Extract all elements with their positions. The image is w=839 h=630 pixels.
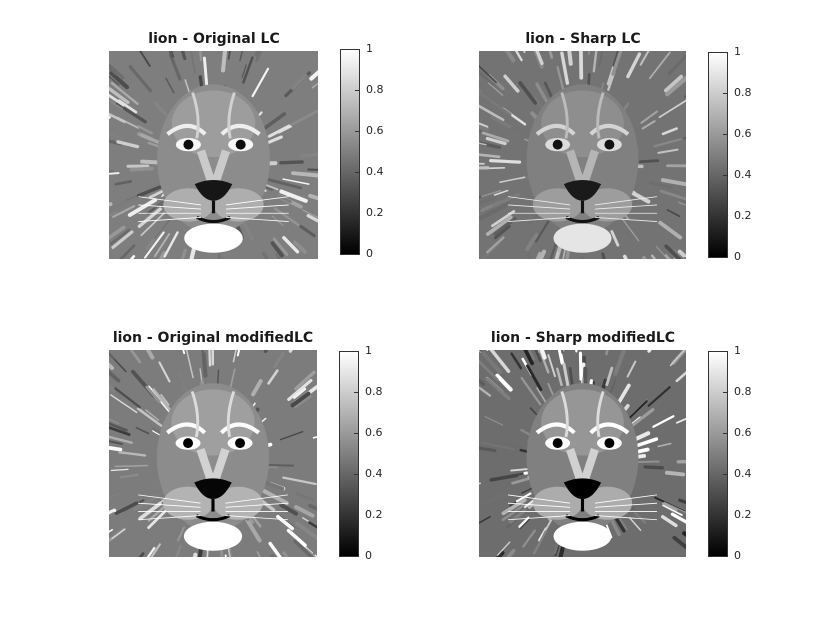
colorbar-tick-label: 0.4 <box>365 467 383 480</box>
colorbar-tick <box>723 93 727 94</box>
lion-image-original-modified-lc <box>109 350 317 557</box>
colorbar-tick <box>354 556 358 557</box>
colorbar-tick-label: 1 <box>365 344 372 357</box>
lion-image-sharp-modified-lc <box>479 350 686 557</box>
colorbar-tick-label: 0.2 <box>734 508 752 521</box>
colorbar-tick <box>354 515 358 516</box>
colorbar-tick <box>723 52 727 53</box>
colorbar-tick <box>723 515 727 516</box>
colorbar-tick <box>354 433 358 434</box>
lion-image-sharp-lc <box>479 51 686 259</box>
colorbar-tick-label: 1 <box>734 45 741 58</box>
colorbar-tick-label: 0.6 <box>366 124 384 137</box>
colorbar-tick <box>723 216 727 217</box>
colorbar-tick-label: 0.6 <box>365 426 383 439</box>
colorbar-tick <box>355 49 359 50</box>
colorbar-tick <box>354 351 358 352</box>
colorbar-tick <box>723 175 727 176</box>
lion-face-image <box>109 51 318 259</box>
colorbar-tick-label: 0 <box>734 250 741 263</box>
colorbar-tick-label: 1 <box>734 344 741 357</box>
colorbar-tick-label: 0.4 <box>366 165 384 178</box>
colorbar-tick <box>723 257 727 258</box>
lion-face-image <box>479 51 686 259</box>
colorbar-tick <box>354 392 358 393</box>
colorbar-tick-label: 0.2 <box>734 209 752 222</box>
lion-image-original-lc <box>109 51 318 259</box>
colorbar-tick <box>723 433 727 434</box>
colorbar-tick <box>723 134 727 135</box>
lion-face-image <box>479 350 686 557</box>
colorbar-original-modified-lc <box>339 351 359 557</box>
colorbar-sharp-lc <box>708 52 728 258</box>
panel-title-sharp-lc: lion - Sharp LC <box>525 31 641 47</box>
colorbar-tick-label: 0.6 <box>734 127 752 140</box>
panel-title-original-lc: lion - Original LC <box>148 31 280 47</box>
colorbar-tick <box>723 474 727 475</box>
colorbar-tick-label: 0.2 <box>365 508 383 521</box>
colorbar-tick <box>723 392 727 393</box>
colorbar-sharp-modified-lc <box>708 351 728 557</box>
lion-face-image <box>109 350 317 557</box>
colorbar-tick-label: 1 <box>366 42 373 55</box>
colorbar-tick <box>355 254 359 255</box>
colorbar-tick-label: 0 <box>734 549 741 562</box>
colorbar-tick <box>354 474 358 475</box>
colorbar-tick <box>723 351 727 352</box>
colorbar-tick-label: 0.8 <box>366 83 384 96</box>
colorbar-tick-label: 0 <box>366 247 373 260</box>
colorbar-original-lc <box>340 49 360 255</box>
colorbar-tick-label: 0 <box>365 549 372 562</box>
colorbar-tick-label: 0.6 <box>734 426 752 439</box>
colorbar-tick-label: 0.4 <box>734 168 752 181</box>
panel-title-sharp-modified-lc: lion - Sharp modifiedLC <box>490 330 676 346</box>
colorbar-tick <box>355 90 359 91</box>
colorbar-tick-label: 0.8 <box>734 86 752 99</box>
colorbar-tick <box>355 131 359 132</box>
colorbar-tick-label: 0.4 <box>734 467 752 480</box>
colorbar-tick <box>355 172 359 173</box>
panel-title-original-modified-lc: lion - Original modifiedLC <box>112 330 314 346</box>
colorbar-tick-label: 0.2 <box>366 206 384 219</box>
colorbar-tick-label: 0.8 <box>365 385 383 398</box>
colorbar-tick <box>723 556 727 557</box>
colorbar-tick <box>355 213 359 214</box>
colorbar-tick-label: 0.8 <box>734 385 752 398</box>
